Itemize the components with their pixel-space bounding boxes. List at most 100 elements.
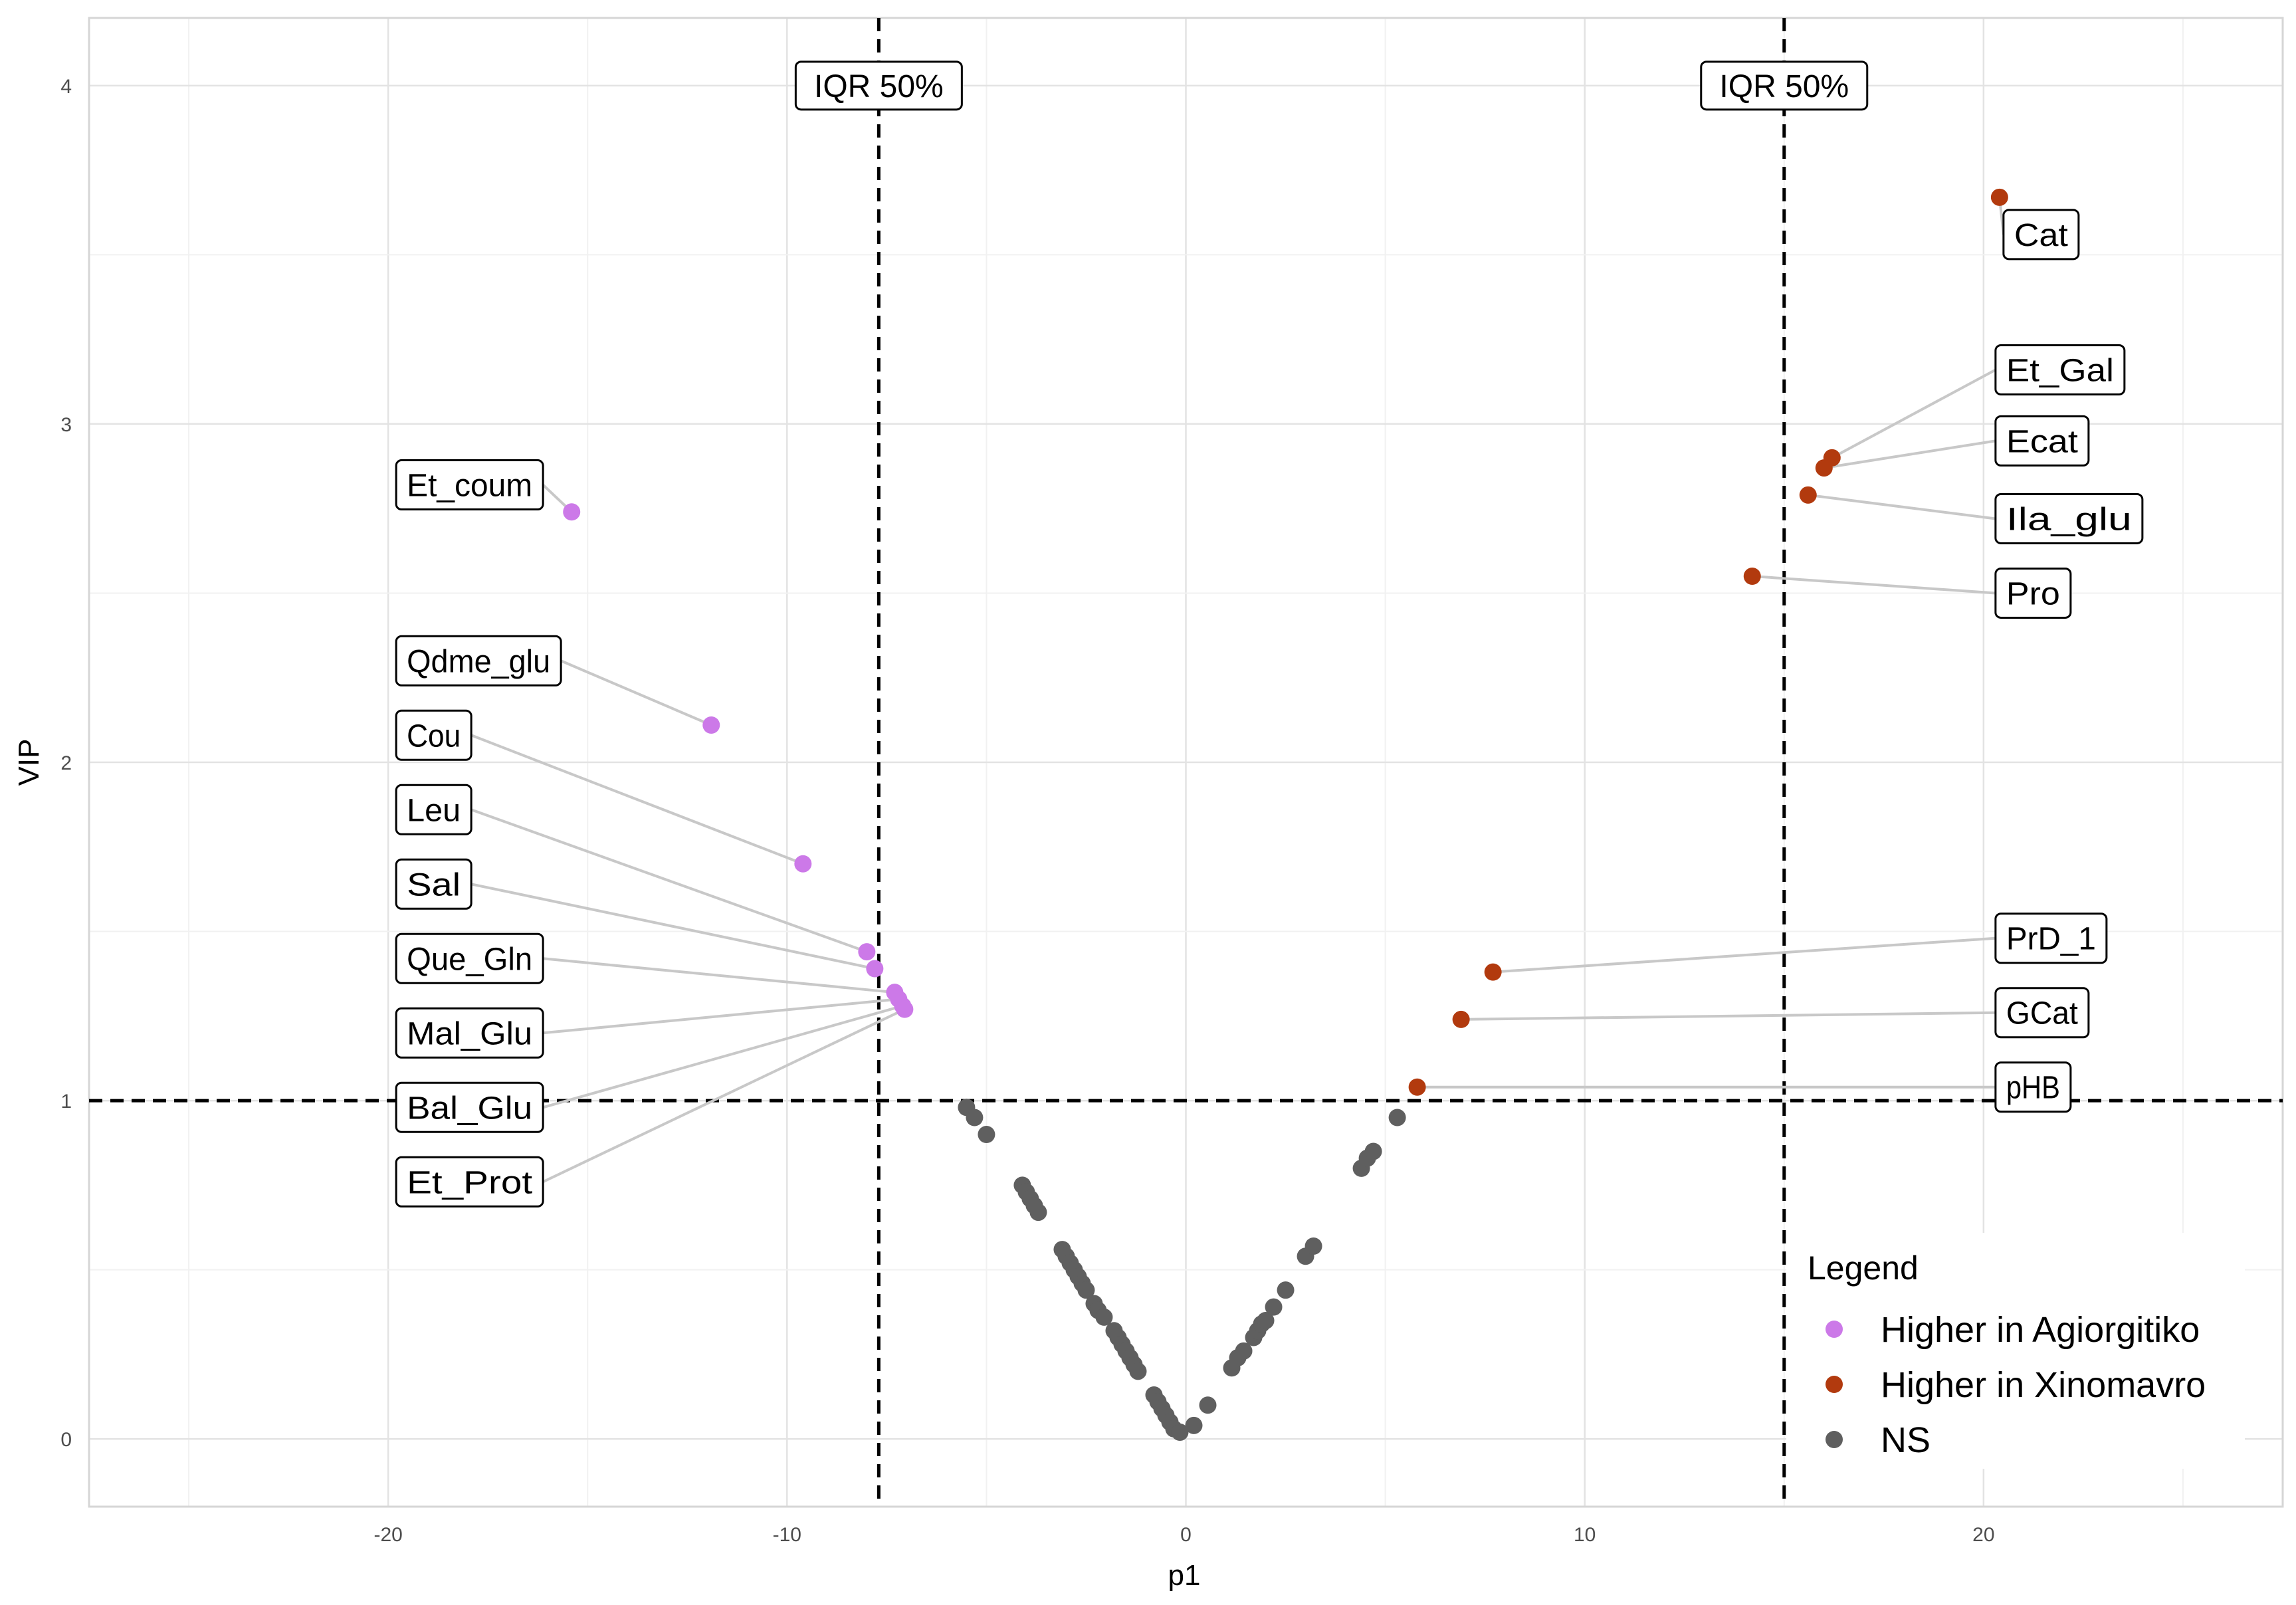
- point-label-box: [395, 784, 472, 835]
- point-label: Ila_glu: [2006, 502, 2132, 537]
- point-label: Que_Gln: [407, 942, 532, 977]
- iqr-label: IQR 50%: [1719, 69, 1849, 104]
- y-tick-label: 2: [60, 752, 72, 774]
- significant-point: [896, 1000, 914, 1018]
- y-axis-title: VIP: [13, 739, 45, 786]
- label-connector: [542, 1008, 906, 1184]
- y-tick-label: 1: [60, 1091, 72, 1113]
- ns-point: [1305, 1237, 1322, 1255]
- axis-ticks: -20 -10 0 10 20 0 1 2 3 4: [60, 76, 1994, 1546]
- point-label-box: [395, 1007, 544, 1059]
- iqr-label-box: [1700, 60, 1869, 111]
- y-tick-label: 4: [60, 76, 72, 98]
- point-label: PrD_1: [2006, 922, 2096, 957]
- point-label: Cat: [2014, 218, 2068, 253]
- legend-entry-label: Higher in Xinomavro: [1881, 1365, 2206, 1405]
- legend-entry-label: Higher in Agiorgitiko: [1881, 1310, 2200, 1350]
- ns-point: [966, 1109, 984, 1126]
- point-label-box: [1994, 567, 2072, 619]
- ns-point: [1235, 1342, 1253, 1360]
- point-label: Et_coum: [407, 469, 532, 504]
- iqr-label-box: [794, 60, 963, 111]
- x-tick-label: 20: [1972, 1524, 1994, 1546]
- y-tick-label: 3: [60, 414, 72, 436]
- significant-point: [1743, 568, 1761, 585]
- point-label-box: [1994, 492, 2144, 544]
- ns-point: [1077, 1281, 1095, 1299]
- legend-key: [1826, 1431, 1843, 1448]
- label-connector: [470, 808, 868, 953]
- label-connector: [1461, 1011, 1996, 1021]
- point-label-box: [395, 459, 544, 511]
- significant-point: [702, 716, 720, 734]
- point-label: GCat: [2006, 996, 2078, 1031]
- point-label: Et_Prot: [407, 1165, 532, 1200]
- point-label: Et_Gal: [2006, 353, 2114, 388]
- label-connector: [542, 957, 895, 994]
- legend: Legend Higher in Agiorgitiko Higher in Xi…: [1786, 1233, 2245, 1469]
- label-connector: [470, 734, 804, 865]
- label-connector: [470, 883, 875, 970]
- label-connector: [542, 998, 899, 1035]
- point-label-box: [1994, 1061, 2072, 1113]
- data-points: [563, 188, 2008, 1441]
- legend-title: Legend: [1808, 1249, 1919, 1287]
- point-label-box: [1994, 344, 2126, 395]
- point-label: Sal: [407, 867, 461, 903]
- y-tick-label: 0: [60, 1429, 72, 1451]
- significant-point: [1815, 459, 1833, 477]
- legend-key: [1826, 1321, 1843, 1338]
- legend-entry-label: NS: [1881, 1420, 1931, 1460]
- label-connectors: [470, 197, 2005, 1184]
- point-label-box: [395, 932, 544, 984]
- ns-point: [1129, 1362, 1147, 1380]
- point-label: Ecat: [2006, 424, 2078, 459]
- label-connector: [1824, 439, 1996, 470]
- significant-point: [858, 943, 876, 961]
- point-label-box: [2002, 209, 2080, 261]
- ns-point: [1029, 1204, 1047, 1222]
- label-connector: [560, 659, 712, 726]
- ns-point: [1095, 1308, 1113, 1326]
- ns-point: [1257, 1312, 1275, 1329]
- significant-point: [866, 960, 884, 978]
- label-connector: [1808, 493, 1996, 520]
- point-label-box: [395, 1156, 544, 1208]
- iqr-label: IQR 50%: [814, 69, 944, 104]
- point-label-box: [1994, 987, 2090, 1039]
- ns-point: [1199, 1396, 1217, 1414]
- point-label: pHB: [2006, 1071, 2060, 1106]
- point-label: Qdme_glu: [407, 644, 550, 679]
- legend-key: [1826, 1376, 1843, 1393]
- point-label-box: [395, 858, 472, 910]
- point-label: Cou: [407, 718, 461, 754]
- panel-border: [88, 17, 2284, 1508]
- legend-background: [1786, 1233, 2245, 1469]
- point-label-box: [395, 709, 472, 761]
- label-connector: [1493, 936, 1996, 974]
- ns-point: [978, 1126, 995, 1143]
- significant-point: [794, 855, 812, 873]
- point-label: Mal_Glu: [407, 1016, 532, 1051]
- ns-point: [1185, 1416, 1203, 1434]
- point-label-box: [1994, 415, 2090, 467]
- significant-point: [1990, 188, 2008, 206]
- significant-point: [1452, 1010, 1470, 1028]
- x-tick-label: -20: [373, 1524, 402, 1546]
- label-connector: [1831, 368, 1996, 459]
- ns-point: [1388, 1109, 1406, 1126]
- x-tick-label: 10: [1574, 1524, 1596, 1546]
- significant-point: [1408, 1078, 1426, 1096]
- point-labels: Et_coum Qdme_glu Cou Leu Sal Que_Gln Mal_Glu Ba…: [395, 209, 2144, 1208]
- point-label: Leu: [407, 793, 461, 828]
- point-label-box: [395, 1081, 544, 1133]
- x-axis-title: p1: [1168, 1559, 1201, 1592]
- point-label-box: [395, 635, 562, 687]
- ns-point: [1277, 1281, 1295, 1299]
- ns-point: [1265, 1298, 1283, 1316]
- x-tick-label: -10: [773, 1524, 801, 1546]
- x-tick-label: 0: [1180, 1524, 1192, 1546]
- label-connector: [542, 1004, 903, 1109]
- point-label: Pro: [2006, 576, 2060, 611]
